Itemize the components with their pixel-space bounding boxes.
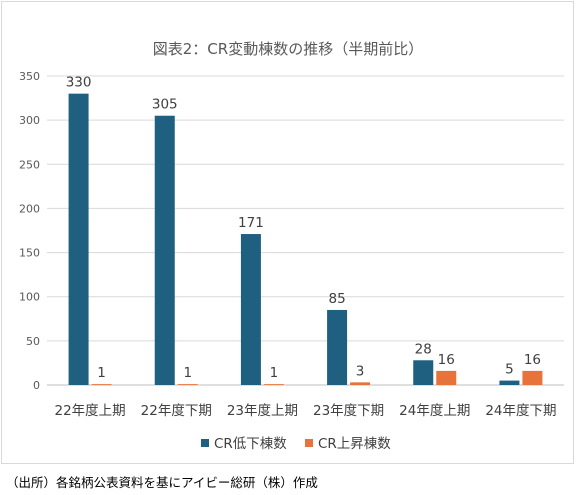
bar-cr-decrease	[327, 309, 348, 385]
bar-cr-increase	[91, 384, 112, 385]
data-label: 1	[183, 365, 192, 381]
y-tick-label: 250	[19, 158, 40, 171]
legend-label: CR上昇棟数	[318, 436, 391, 452]
x-tick-label: 22年度上期	[54, 403, 125, 419]
chart-frame: 図表2：CR変動棟数の推移（半期前比） 0 50 100 150 200 250 300 35…	[1, 1, 574, 464]
x-tick-label: 23年度上期	[227, 403, 298, 419]
bar-cr-decrease	[413, 360, 434, 385]
y-tick-label: 300	[19, 114, 40, 127]
data-label: 5	[505, 362, 514, 378]
data-label: 1	[97, 365, 106, 381]
data-label: 16	[438, 352, 455, 368]
x-tick-label: 23年度下期	[313, 403, 384, 419]
data-label: 16	[524, 352, 541, 368]
bar-cr-increase	[436, 370, 457, 385]
data-label: 85	[328, 291, 345, 307]
data-label: 28	[415, 341, 432, 357]
bar-cr-increase	[350, 382, 371, 385]
x-tick-label: 22年度下期	[141, 403, 212, 419]
bar-cr-decrease	[240, 234, 261, 385]
data-label: 3	[356, 363, 365, 379]
x-tick-label: 24年度下期	[485, 403, 556, 419]
source-note: （出所）各銘柄公表資料を基にアイビー総研（株）作成	[6, 475, 318, 490]
data-label: 1	[270, 365, 279, 381]
y-tick-label: 150	[19, 247, 40, 260]
y-tick-label: 100	[19, 291, 40, 304]
bar-cr-increase	[522, 370, 543, 385]
legend-swatch	[305, 439, 313, 447]
data-label: 305	[152, 97, 178, 113]
legend-swatch	[201, 439, 209, 447]
bar-cr-decrease	[68, 93, 89, 386]
y-tick-label: 50	[26, 335, 40, 348]
bar-cr-decrease	[154, 115, 175, 385]
bar-cr-increase	[263, 384, 284, 385]
legend-label: CR低下棟数	[214, 436, 287, 452]
bar-cr-decrease	[499, 380, 520, 385]
bar-chart: 図表2：CR変動棟数の推移（半期前比） 05010015020025030035…	[19, 40, 564, 452]
y-tick-label: 0	[33, 379, 40, 392]
data-label: 171	[238, 215, 264, 231]
y-tick-label: 200	[19, 202, 40, 215]
data-label: 330	[66, 75, 92, 91]
y-tick-label: 350	[19, 70, 40, 83]
x-tick-label: 24年度上期	[399, 403, 470, 419]
bar-cr-increase	[177, 384, 198, 385]
chart-title: 図表2：CR変動棟数の推移（半期前比）	[153, 40, 423, 58]
